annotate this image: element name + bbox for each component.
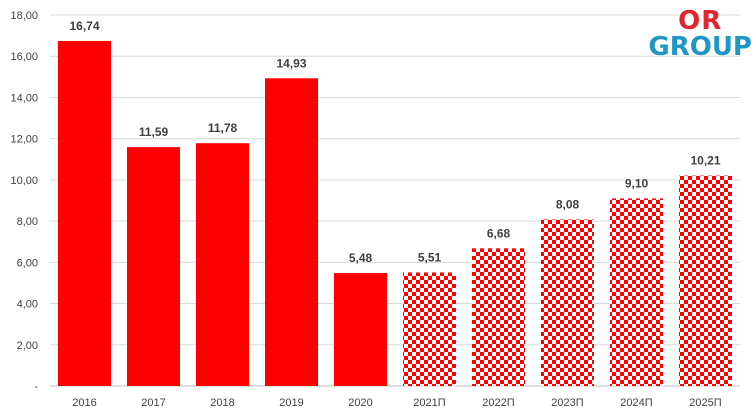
data-label: 6,68 xyxy=(487,226,511,240)
y-axis-ticks: - 2,00 4,00 6,00 8,00 10,00 12,00 14,00 16,00 18,… xyxy=(10,10,38,393)
bar-2018 xyxy=(196,143,249,386)
x-category-label: 2016 xyxy=(72,397,96,409)
data-label: 10,21 xyxy=(690,154,720,168)
data-label: 8,08 xyxy=(556,197,580,211)
data-label: 11,59 xyxy=(139,125,169,139)
logo-text-group: GROUP xyxy=(648,32,752,62)
data-label: 5,51 xyxy=(418,250,442,264)
x-category-label: 2024П xyxy=(620,397,652,409)
bar-2017 xyxy=(127,147,180,386)
bar-2020 xyxy=(334,273,387,386)
data-label: 9,10 xyxy=(625,176,649,190)
y-tick-label: 2,00 xyxy=(17,340,38,352)
y-tick-label: - xyxy=(34,381,38,393)
x-category-label: 2020 xyxy=(348,397,372,409)
bars xyxy=(58,40,732,386)
data-label: 16,74 xyxy=(69,19,99,33)
y-tick-label: 10,00 xyxy=(10,175,38,187)
y-tick-label: 6,00 xyxy=(17,257,38,269)
x-category-label: 2017 xyxy=(141,397,165,409)
y-tick-label: 12,00 xyxy=(10,134,38,146)
y-tick-label: 4,00 xyxy=(17,299,38,311)
data-labels: 16,74 11,59 11,78 14,93 5,48 5,51 6,68 8,08 9,10… xyxy=(69,19,720,265)
data-label: 11,78 xyxy=(208,121,238,135)
y-tick-label: 16,00 xyxy=(10,51,38,63)
bar-2024П xyxy=(610,198,663,386)
x-category-label: 2019 xyxy=(279,397,303,409)
x-category-label: 2022П xyxy=(482,397,514,409)
logo-text-or: OR xyxy=(678,6,723,36)
x-category-label: 2025П xyxy=(689,397,721,409)
data-label: 14,93 xyxy=(276,56,306,70)
bar-2019 xyxy=(265,78,318,386)
bar-2016 xyxy=(58,40,111,386)
x-category-label: 2021П xyxy=(413,397,445,409)
bar-2025П xyxy=(679,175,732,386)
y-tick-label: 18,00 xyxy=(10,10,38,22)
bar-2021П xyxy=(403,272,456,386)
bar-2022П xyxy=(472,248,525,386)
x-category-label: 2023П xyxy=(551,397,583,409)
data-label: 5,48 xyxy=(349,251,373,265)
y-tick-label: 14,00 xyxy=(10,92,38,104)
or-group-logo: OR GROUP xyxy=(648,8,752,60)
y-tick-label: 8,00 xyxy=(17,216,38,228)
bar-2023П xyxy=(541,219,594,386)
x-category-label: 2018 xyxy=(210,397,234,409)
x-axis-categories: 2016 2017 2018 2019 2020 2021П 2022П 2023П 2024П… xyxy=(72,397,722,409)
